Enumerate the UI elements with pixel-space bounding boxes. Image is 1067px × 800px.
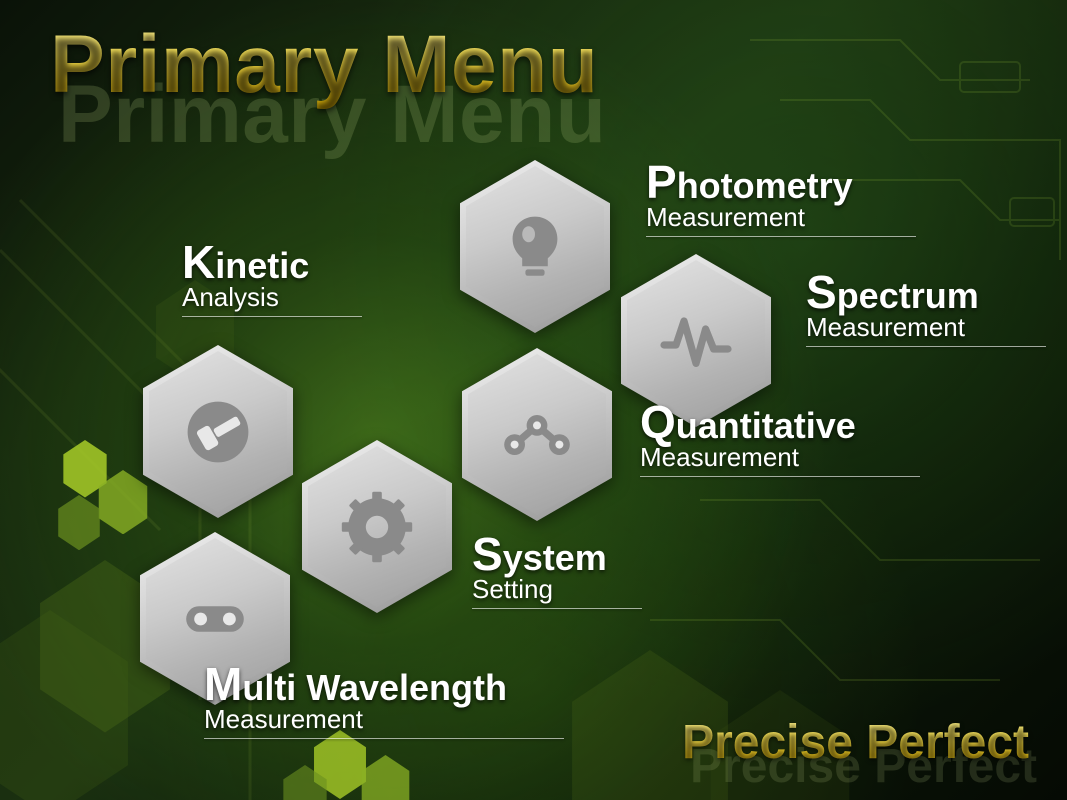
kinetic-label: Kinetic Analysis (182, 238, 362, 317)
quantitative-label: Quantitative Measurement (640, 398, 920, 477)
quantitative-button[interactable] (462, 348, 612, 521)
photometry-label: Photometry Measurement (646, 158, 916, 237)
kinetic-button[interactable] (143, 345, 293, 518)
tagline: Precise Perfect (682, 715, 1029, 770)
page-title: Primary Menu (50, 18, 598, 112)
system-button[interactable] (302, 440, 452, 613)
nodes-icon (497, 395, 577, 475)
system-label: System Setting (472, 530, 642, 609)
bulb-icon (495, 207, 575, 287)
photometry-button[interactable] (460, 160, 610, 333)
hammer-icon (178, 392, 258, 472)
spectrum-label: Spectrum Measurement (806, 268, 1046, 347)
wave-icon (656, 301, 736, 381)
infinity-icon (175, 579, 255, 659)
multiwavelength-label: Multi Wavelength Measurement (204, 660, 564, 739)
gear-icon (337, 487, 417, 567)
